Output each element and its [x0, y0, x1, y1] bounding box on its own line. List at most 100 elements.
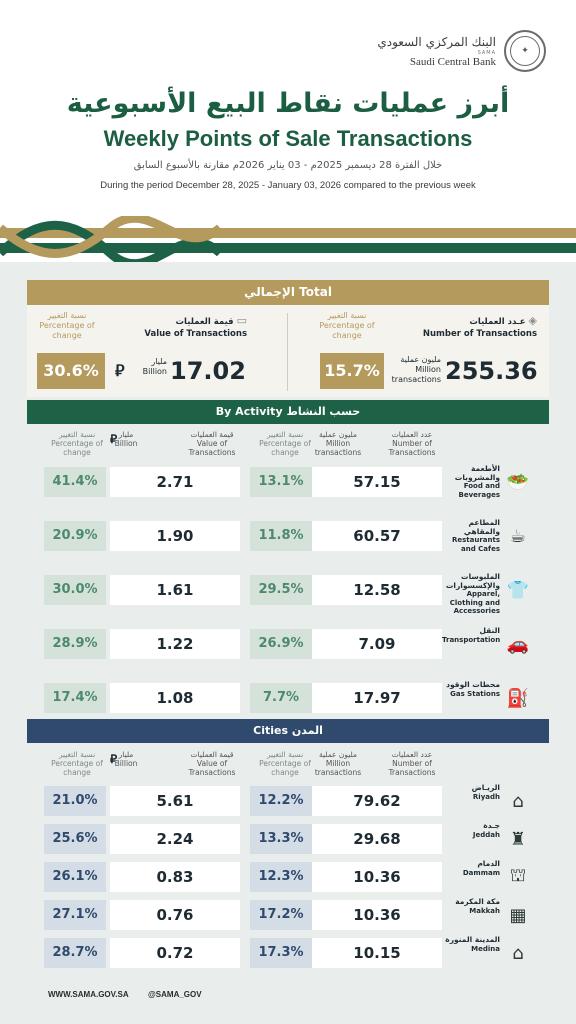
- label-ar: المطاعم والمقاهي: [463, 518, 500, 536]
- activity-row: 28.9% 1.22 26.9% 7.09 النقل Transportation 🚗: [40, 626, 540, 659]
- city-row: 26.1% 0.83 12.3% 10.36 الدمام Dammam ⛫: [40, 859, 540, 892]
- number-pct: 17.3%: [250, 938, 312, 968]
- unit-en: Million transactions: [391, 365, 441, 384]
- number: 12.58: [312, 575, 442, 605]
- logo-arabic: البنك المركزي السعودي: [377, 34, 496, 49]
- total-heading: الإجمالي Total: [27, 280, 549, 305]
- row-label: الملبوسات والإكسسوارات Apparel, Clothing …: [442, 572, 500, 616]
- col-billion-header: مليار Billion: [112, 750, 140, 768]
- car-icon: 🚗: [506, 633, 530, 655]
- card-icon: ▭: [236, 314, 247, 327]
- header-ar: نسبة التغيير: [58, 750, 96, 759]
- number: 7.09: [312, 629, 442, 659]
- number-pct: 29.5%: [250, 575, 312, 605]
- number: 79.62: [312, 786, 442, 816]
- number-pct: 12.2%: [250, 786, 312, 816]
- value: 1.61: [110, 575, 240, 605]
- value-pct: 17.4%: [44, 683, 106, 713]
- header-en: Billion: [114, 759, 138, 768]
- number: 10.36: [312, 862, 442, 892]
- pct-label-ar: نسبة التغيير: [47, 311, 87, 320]
- value: 1.90: [110, 521, 240, 551]
- label-ar: الريـاض: [471, 783, 500, 792]
- row-label: المطاعم والمقاهي Restaurants and Cafes: [442, 518, 500, 553]
- logo-english: Saudi Central Bank: [409, 55, 496, 68]
- activity-row: 30.0% 1.61 29.5% 12.58 الملبوسات والإكسسوارا…: [40, 572, 540, 615]
- label-en: Restaurants and Cafes: [451, 536, 500, 553]
- col-value-pct-header: نسبة التغيير Percentage of change: [46, 430, 108, 457]
- header-en: Million transactions: [314, 439, 362, 457]
- col-value-header: قيمة العمليات Value of Transactions: [176, 430, 248, 457]
- label-ar: محطات الوقود: [446, 680, 500, 689]
- makkah-icon: ▦: [509, 904, 527, 926]
- header-ar: مليون عملية: [318, 750, 358, 759]
- unit-ar: مليون عملية: [400, 355, 441, 364]
- number-pct: 11.8%: [250, 521, 312, 551]
- total-number-pct: 15.7%: [320, 353, 384, 389]
- value-pct: 28.9%: [44, 629, 106, 659]
- label-ar: النقل: [479, 626, 500, 635]
- label-ar: الدمام: [477, 859, 500, 868]
- number-pct: 13.3%: [250, 824, 312, 854]
- dammam-icon: ⛫: [509, 865, 527, 886]
- pct-label-ar: نسبة التغيير: [327, 311, 367, 320]
- col-value-pct-header: نسبة التغيير Percentage of change: [46, 750, 108, 777]
- number: 10.15: [312, 938, 442, 968]
- divider: [287, 313, 288, 391]
- header-en: Percentage of change: [51, 439, 103, 457]
- label-ar: الأطعمة والمشروبات: [454, 464, 500, 482]
- label-en: Gas Stations: [450, 689, 500, 698]
- header-en: Percentage of change: [259, 439, 311, 457]
- city-row: 21.0% 5.61 12.2% 79.62 الريـاض Riyadh ⌂: [40, 783, 540, 816]
- row-label: الريـاض Riyadh: [442, 783, 500, 801]
- total-value-unit: مليار Billion: [131, 357, 167, 377]
- row-label: الدمام Dammam: [442, 859, 500, 877]
- value-pct: 28.7%: [44, 938, 106, 968]
- unit-en: Billion: [142, 367, 167, 376]
- period-arabic: خلال الفترة 28 ديسمبر 2025م - 03 يناير 2…: [133, 160, 443, 171]
- city-row: 28.7% 0.72 17.3% 10.15 المدينة المنورة Medina…: [40, 935, 540, 968]
- activity-row: 41.4% 2.71 13.1% 57.15 الأطعمة والمشروبات Foo…: [40, 464, 540, 499]
- value-pct: 30.0%: [44, 575, 106, 605]
- number: 57.15: [312, 467, 442, 497]
- number-label-en: Number of Transactions: [422, 329, 537, 339]
- website-link[interactable]: WWW.SAMA.GOV.SA: [48, 990, 129, 999]
- number-pct: 12.3%: [250, 862, 312, 892]
- pct-label-en: Percentage of change: [319, 321, 375, 340]
- number-pct: 17.2%: [250, 900, 312, 930]
- value: 0.72: [110, 938, 240, 968]
- header-ar: عدد العمليات: [391, 750, 433, 759]
- label-en: Transportation: [442, 635, 501, 644]
- value-label-ar: قيمة العمليات: [175, 317, 234, 327]
- total-value: 17.02: [170, 357, 246, 385]
- label-en: Riyadh: [472, 792, 500, 801]
- value-pct: 41.4%: [44, 467, 106, 497]
- label-en: Makkah: [469, 906, 500, 915]
- total-value-pct: 30.6%: [37, 353, 105, 389]
- value-pct: 21.0%: [44, 786, 106, 816]
- activity-row: 17.4% 1.08 7.7% 17.97 محطات الوقود Gas Statio…: [40, 680, 540, 713]
- value: 2.71: [110, 467, 240, 497]
- social-handle[interactable]: @SAMA_GOV: [148, 990, 202, 999]
- activity-heading: By Activity حسب النشاط: [27, 400, 549, 424]
- label-ar: الملبوسات والإكسسوارات: [445, 572, 500, 590]
- total-number: 255.36: [445, 357, 538, 385]
- label-en: Medina: [471, 944, 500, 953]
- header-en: Value of Transactions: [188, 759, 236, 777]
- logo-sama: SAMA: [477, 49, 496, 56]
- sama-logo: البنك المركزي السعودي SAMA Saudi Central…: [377, 30, 546, 72]
- value-pct: 25.6%: [44, 824, 106, 854]
- label-ar: مكة المكرمة: [455, 897, 500, 906]
- number-pct: 7.7%: [250, 683, 312, 713]
- medina-icon: ⌂: [512, 942, 524, 964]
- unit-ar: مليار: [151, 357, 167, 366]
- col-number-pct-header: نسبة التغيير Percentage of change: [254, 430, 316, 457]
- decorative-ribbon: [0, 216, 576, 262]
- sama-seal-icon: ✦: [504, 30, 546, 72]
- header-en: Billion: [114, 439, 138, 448]
- label-en: Apparel, Clothing and Accessories: [449, 590, 500, 615]
- value-pct: 26.1%: [44, 862, 106, 892]
- apparel-icon: 👕: [506, 579, 530, 601]
- number-pct: 13.1%: [250, 467, 312, 497]
- row-label: مكة المكرمة Makkah: [442, 897, 500, 915]
